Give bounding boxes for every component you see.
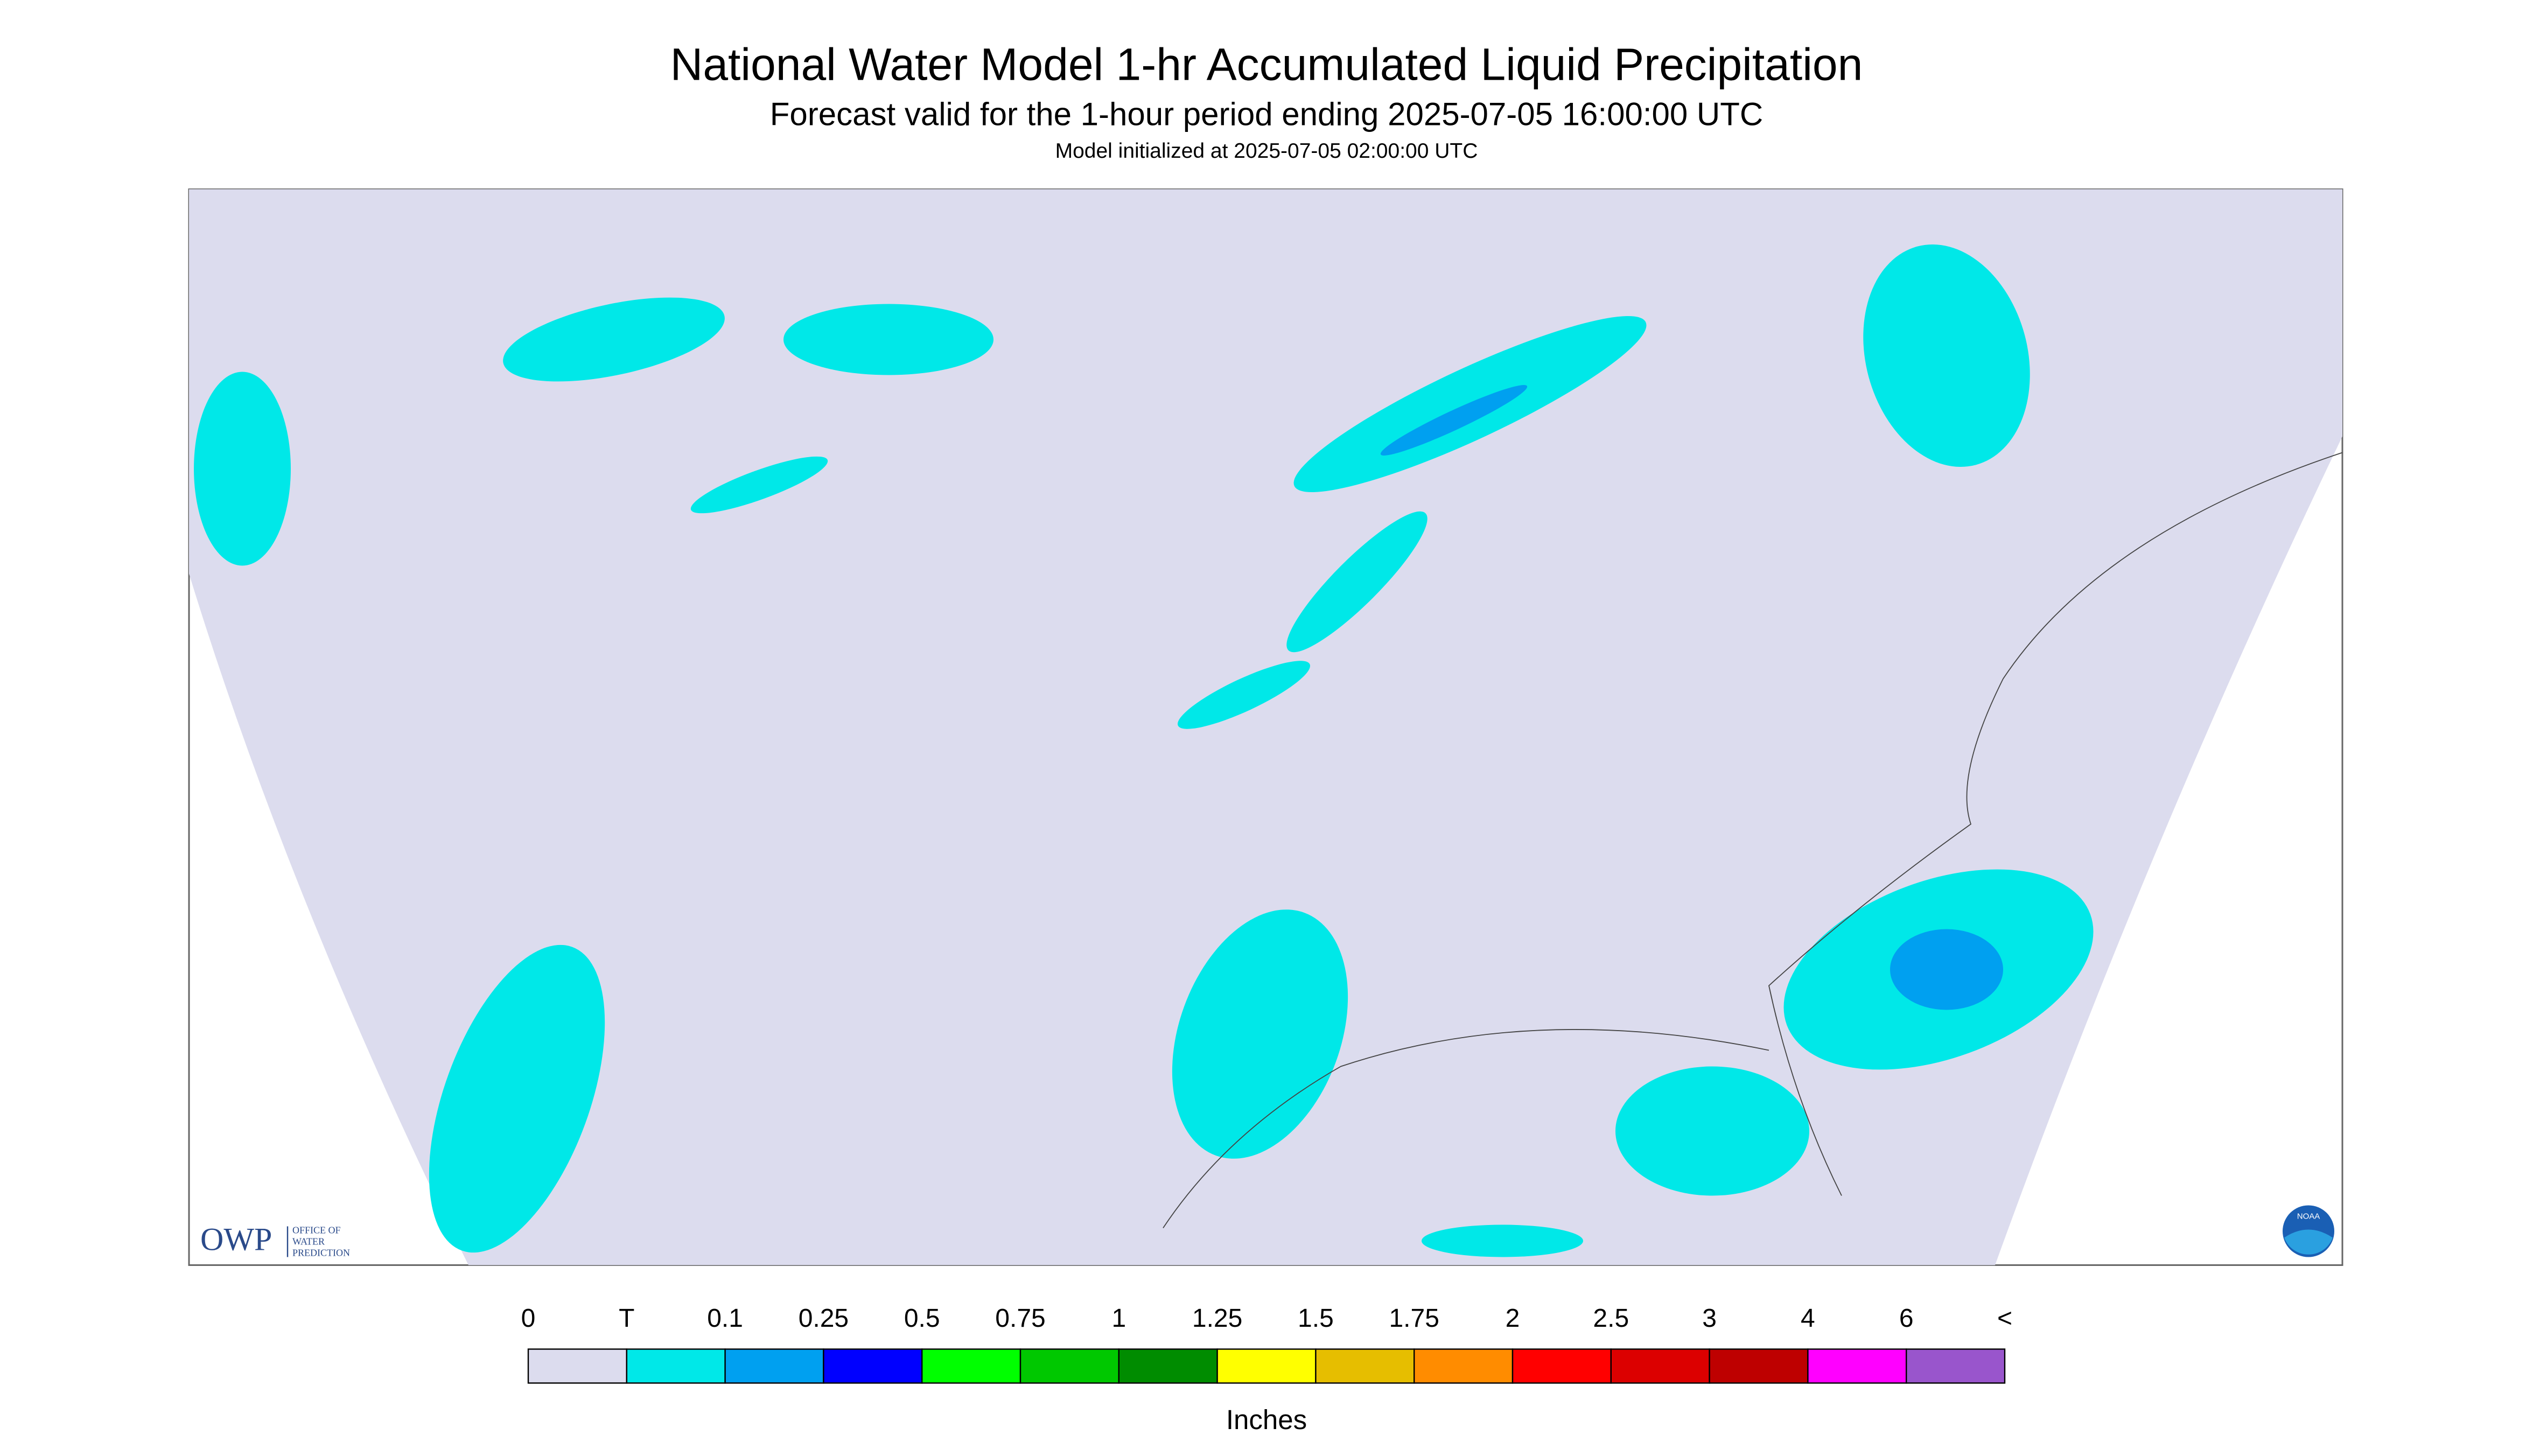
legend-swatch	[921, 1348, 1021, 1384]
legend-swatch	[1610, 1348, 1710, 1384]
legend-swatch	[1118, 1348, 1218, 1384]
legend-label: 4	[1801, 1304, 1815, 1333]
legend-swatch	[1019, 1348, 1120, 1384]
legend-label: 0.25	[799, 1304, 849, 1333]
legend-swatch	[1315, 1348, 1415, 1384]
precip-heavier	[1380, 385, 2003, 1010]
legend-swatch	[527, 1348, 628, 1384]
legend-swatch	[1709, 1348, 1809, 1384]
legend-label: 3	[1702, 1304, 1717, 1333]
legend-label: 1.25	[1192, 1304, 1242, 1333]
legend-swatch	[1216, 1348, 1317, 1384]
legend-label: 0.5	[904, 1304, 940, 1333]
owp-logo: OWP OFFICE OF WATER PREDICTION	[200, 1221, 350, 1258]
legend-swatch	[626, 1348, 726, 1384]
legend-swatch	[1905, 1348, 2006, 1384]
noaa-logo-text: NOAA	[2297, 1212, 2320, 1221]
legend-swatch	[724, 1348, 824, 1384]
legend-label: T	[619, 1304, 634, 1333]
map	[188, 188, 2343, 1266]
legend-label: 0	[521, 1304, 536, 1333]
legend-unit: Inches	[1226, 1404, 1307, 1435]
legend-label: 2	[1506, 1304, 1520, 1333]
title: National Water Model 1-hr Accumulated Li…	[670, 39, 1863, 90]
precip-areas	[194, 244, 2094, 1257]
owp-logo-line: PREDICTION	[292, 1248, 350, 1258]
legend-label: 6	[1899, 1304, 1914, 1333]
legend-label: <	[1997, 1304, 2012, 1333]
legend-label: 2.5	[1593, 1304, 1629, 1333]
noaa-logo: NOAA	[2283, 1205, 2334, 1257]
coastline	[1163, 452, 2343, 1228]
init-time: Model initialized at 2025-07-05 02:00:00…	[1055, 139, 1478, 163]
legend-swatch	[1807, 1348, 1907, 1384]
legend-label: 0.75	[995, 1304, 1045, 1333]
legend: 0 T 0.1 0.25 0.5 0.75 1 1.25 1.5 1.75 2 2.5 3 4 6 <	[521, 1304, 2012, 1384]
legend-swatch	[823, 1348, 923, 1384]
owp-logo-line: OFFICE OF	[292, 1225, 341, 1236]
legend-label: 1	[1111, 1304, 1126, 1333]
owp-logo-text: OWP	[200, 1221, 272, 1257]
legend-swatch	[1512, 1348, 1612, 1384]
legend-swatch	[1414, 1348, 1514, 1384]
subtitle: Forecast valid for the 1-hour period end…	[770, 96, 1763, 132]
owp-logo-line: WATER	[292, 1236, 325, 1247]
legend-label: 0.1	[707, 1304, 743, 1333]
legend-label: 1.75	[1389, 1304, 1439, 1333]
legend-label: 1.5	[1298, 1304, 1334, 1333]
